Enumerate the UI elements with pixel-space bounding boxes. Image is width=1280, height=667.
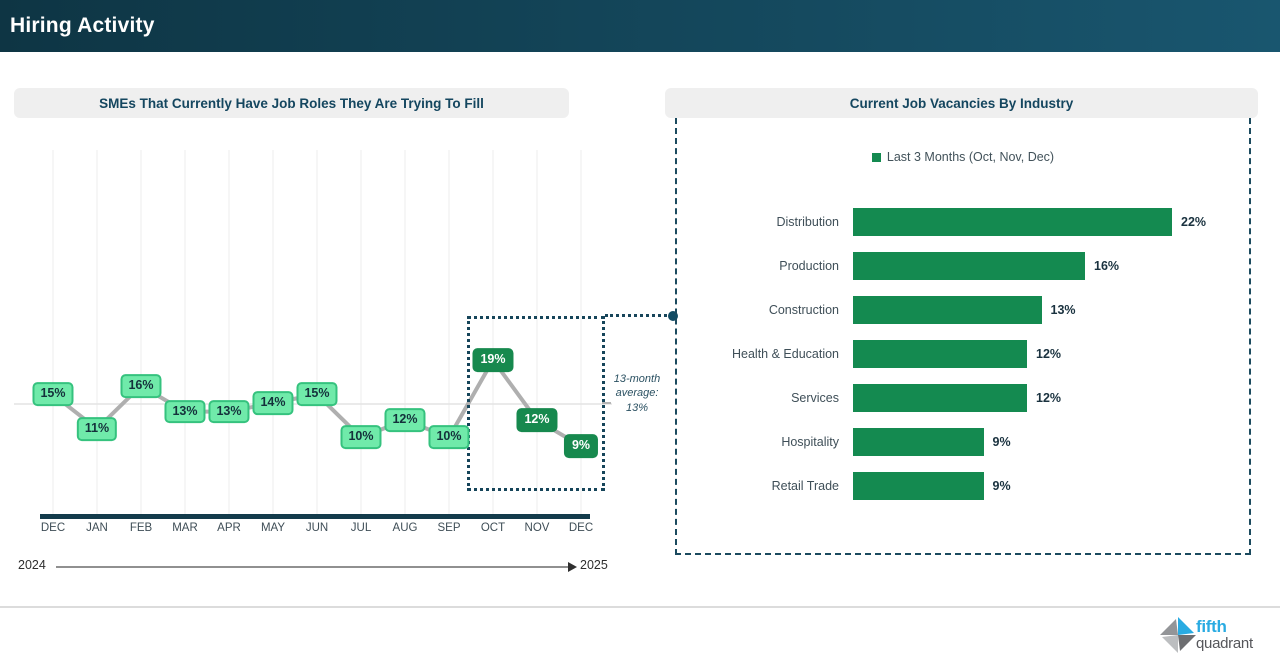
bar-category-label: Health & Education <box>731 347 839 361</box>
bar-value-label: 9% <box>992 479 1011 493</box>
line-chart-labels: 15% DEC 11% JAN 16% FEB 13% MAR 13% APR 14% MAY 15% J… <box>14 140 614 580</box>
page-title: Hiring Activity <box>10 14 155 37</box>
x-axis-month-label: DEC <box>40 522 66 534</box>
line-chart: 15% DEC 11% JAN 16% FEB 13% MAR 13% APR 14% MAY 15% J… <box>14 140 614 580</box>
logo-word-fifth: fifth <box>1196 617 1227 637</box>
data-point-label-may-5: 14% <box>252 391 294 415</box>
x-axis-month-label: JAN <box>86 522 108 534</box>
x-axis-month-label: AUG <box>392 522 418 534</box>
page-header: Hiring Activity <box>0 0 1280 52</box>
x-axis-month-label: APR <box>217 522 241 534</box>
bar-category-label: Production <box>779 259 839 273</box>
average-annotation: 13-month average: 13% <box>613 373 661 414</box>
line-chart-title: SMEs That Currently Have Job Roles They … <box>99 95 484 111</box>
bar-production <box>853 252 1085 280</box>
x-axis-month-label: MAR <box>172 522 198 534</box>
bar-category-label: Retail Trade <box>771 479 839 493</box>
average-reference-tick <box>602 402 611 404</box>
legend-label: Last 3 Months (Oct, Nov, Dec) <box>886 150 1055 164</box>
data-point-label-dec-0: 15% <box>32 382 74 407</box>
x-axis-month-label: JUL <box>350 522 372 534</box>
bar-value-label: 22% <box>1181 215 1207 229</box>
bar-hospitality <box>853 428 984 456</box>
bar-services <box>853 384 1027 412</box>
pinwheel-logo-icon <box>1160 617 1196 653</box>
bar-chart-title: Current Job Vacancies By Industry <box>849 95 1074 111</box>
bar-construction <box>853 296 1042 324</box>
data-point-label-feb-2: 16% <box>120 373 162 398</box>
logo-word-quadrant: quadrant <box>1196 634 1253 652</box>
bar-value-label: 12% <box>1036 391 1062 405</box>
bar-retail-trade <box>853 472 984 500</box>
line-chart-title-bar: SMEs That Currently Have Job Roles They … <box>14 88 569 118</box>
data-point-label-nov-11: 12% <box>516 408 558 433</box>
fifth-quadrant-logo: fifth quadrant <box>1158 610 1274 660</box>
x-axis-month-label: OCT <box>480 522 506 534</box>
year-axis-arrow-icon <box>568 562 577 572</box>
year-start-label: 2024 <box>18 558 46 572</box>
x-axis-month-label: FEB <box>129 522 153 534</box>
bar-chart-legend: Last 3 Months (Oct, Nov, Dec) <box>677 150 1249 164</box>
x-axis-month-label: NOV <box>524 522 550 534</box>
x-axis-month-label: SEP <box>437 522 461 534</box>
x-axis-month-label: MAY <box>260 522 286 534</box>
x-axis-month-label: JUN <box>305 522 329 534</box>
data-point-label-jan-1: 11% <box>76 416 118 441</box>
bar-category-label: Construction <box>768 303 839 317</box>
data-point-label-mar-3: 13% <box>164 399 206 424</box>
data-point-label-jul-7: 10% <box>340 425 382 450</box>
data-point-label-aug-8: 12% <box>384 408 426 433</box>
data-point-label-sep-9: 10% <box>428 425 470 450</box>
bar-value-label: 13% <box>1050 303 1076 317</box>
data-point-label-apr-4: 13% <box>208 399 250 424</box>
legend-swatch-icon <box>871 152 881 162</box>
data-point-label-jun-6: 15% <box>296 382 338 407</box>
bar-category-label: Services <box>791 391 839 405</box>
x-axis-month-label: DEC <box>568 522 594 534</box>
bar-chart-title-bar: Current Job Vacancies By Industry <box>665 88 1258 118</box>
year-end-label: 2025 <box>580 558 608 572</box>
logo-wordmark: fifth quadrant <box>1196 617 1253 652</box>
bar-distribution <box>853 208 1172 236</box>
bar-category-label: Hospitality <box>781 435 839 449</box>
data-point-label-dec-12: 9% <box>563 434 599 458</box>
highlight-connector-dotted-line <box>605 314 667 317</box>
bar-category-label: Distribution <box>776 215 839 229</box>
highlight-connector-dot <box>668 311 678 321</box>
bar-chart-panel: Last 3 Months (Oct, Nov, Dec) Distributi… <box>675 118 1251 555</box>
bar-value-label: 12% <box>1036 347 1062 361</box>
data-point-label-oct-10: 19% <box>472 348 514 372</box>
year-axis-line <box>56 566 568 568</box>
bar-value-label: 16% <box>1094 259 1120 273</box>
bar-value-label: 9% <box>992 435 1011 449</box>
footer-divider <box>0 606 1280 608</box>
bar-chart-rows: Distribution 22% Production 16% Construction… <box>677 118 1249 553</box>
bar-health-education <box>853 340 1027 368</box>
